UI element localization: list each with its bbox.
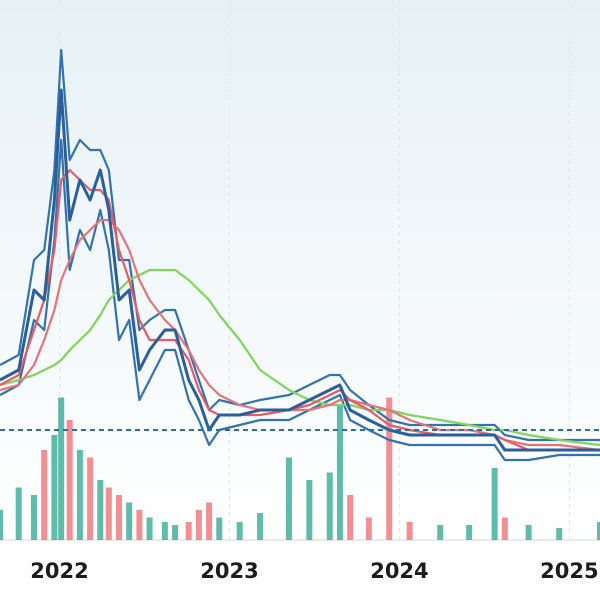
series-line xyxy=(0,138,600,462)
volume-bar xyxy=(326,472,333,540)
volume-bar xyxy=(76,450,83,540)
volume-bar xyxy=(51,435,58,540)
volume-bar xyxy=(105,487,112,540)
volume-bar xyxy=(15,487,22,540)
volume-bar xyxy=(597,522,600,540)
volume-bar xyxy=(185,522,192,540)
volume-bar xyxy=(285,457,292,540)
volume-bar xyxy=(406,522,413,540)
series-line xyxy=(0,268,600,447)
x-tick-label: 2025 xyxy=(540,559,598,583)
volume-bar xyxy=(146,517,153,540)
volume-bar xyxy=(216,517,223,540)
volume-bar xyxy=(365,517,372,540)
volume-bar xyxy=(525,525,532,540)
volume-bar xyxy=(41,450,48,540)
volume-bar xyxy=(58,397,65,540)
volume-bar xyxy=(206,502,213,540)
volume-bar xyxy=(195,510,202,540)
volume-bar xyxy=(556,528,563,540)
series-line xyxy=(0,218,600,452)
volume-bar xyxy=(306,480,313,540)
volume-bar xyxy=(66,420,73,540)
volume-bar xyxy=(257,513,264,540)
x-tick-label: 2024 xyxy=(370,559,428,583)
volume-bar xyxy=(236,522,243,540)
volume-bar xyxy=(87,457,94,540)
x-tick-label: 2023 xyxy=(200,559,258,583)
volume-bar xyxy=(347,495,354,540)
series-line xyxy=(0,88,600,452)
volume-bar xyxy=(97,480,104,540)
x-tick-label: 2022 xyxy=(30,559,88,583)
volume-bar xyxy=(172,525,179,540)
volume-bar xyxy=(30,495,37,540)
volume-bar xyxy=(491,468,498,540)
series-line xyxy=(0,48,600,442)
volume-bar xyxy=(466,525,473,540)
volume-bar xyxy=(0,510,3,540)
volume-bar xyxy=(386,397,393,540)
volume-bar xyxy=(437,525,444,540)
plot-background xyxy=(0,0,600,540)
volume-bar xyxy=(126,502,133,540)
volume-bar xyxy=(501,517,508,540)
volume-bar xyxy=(115,495,122,540)
volume-bar xyxy=(336,405,343,540)
volume-bar xyxy=(161,522,168,540)
volume-bar xyxy=(136,510,143,540)
